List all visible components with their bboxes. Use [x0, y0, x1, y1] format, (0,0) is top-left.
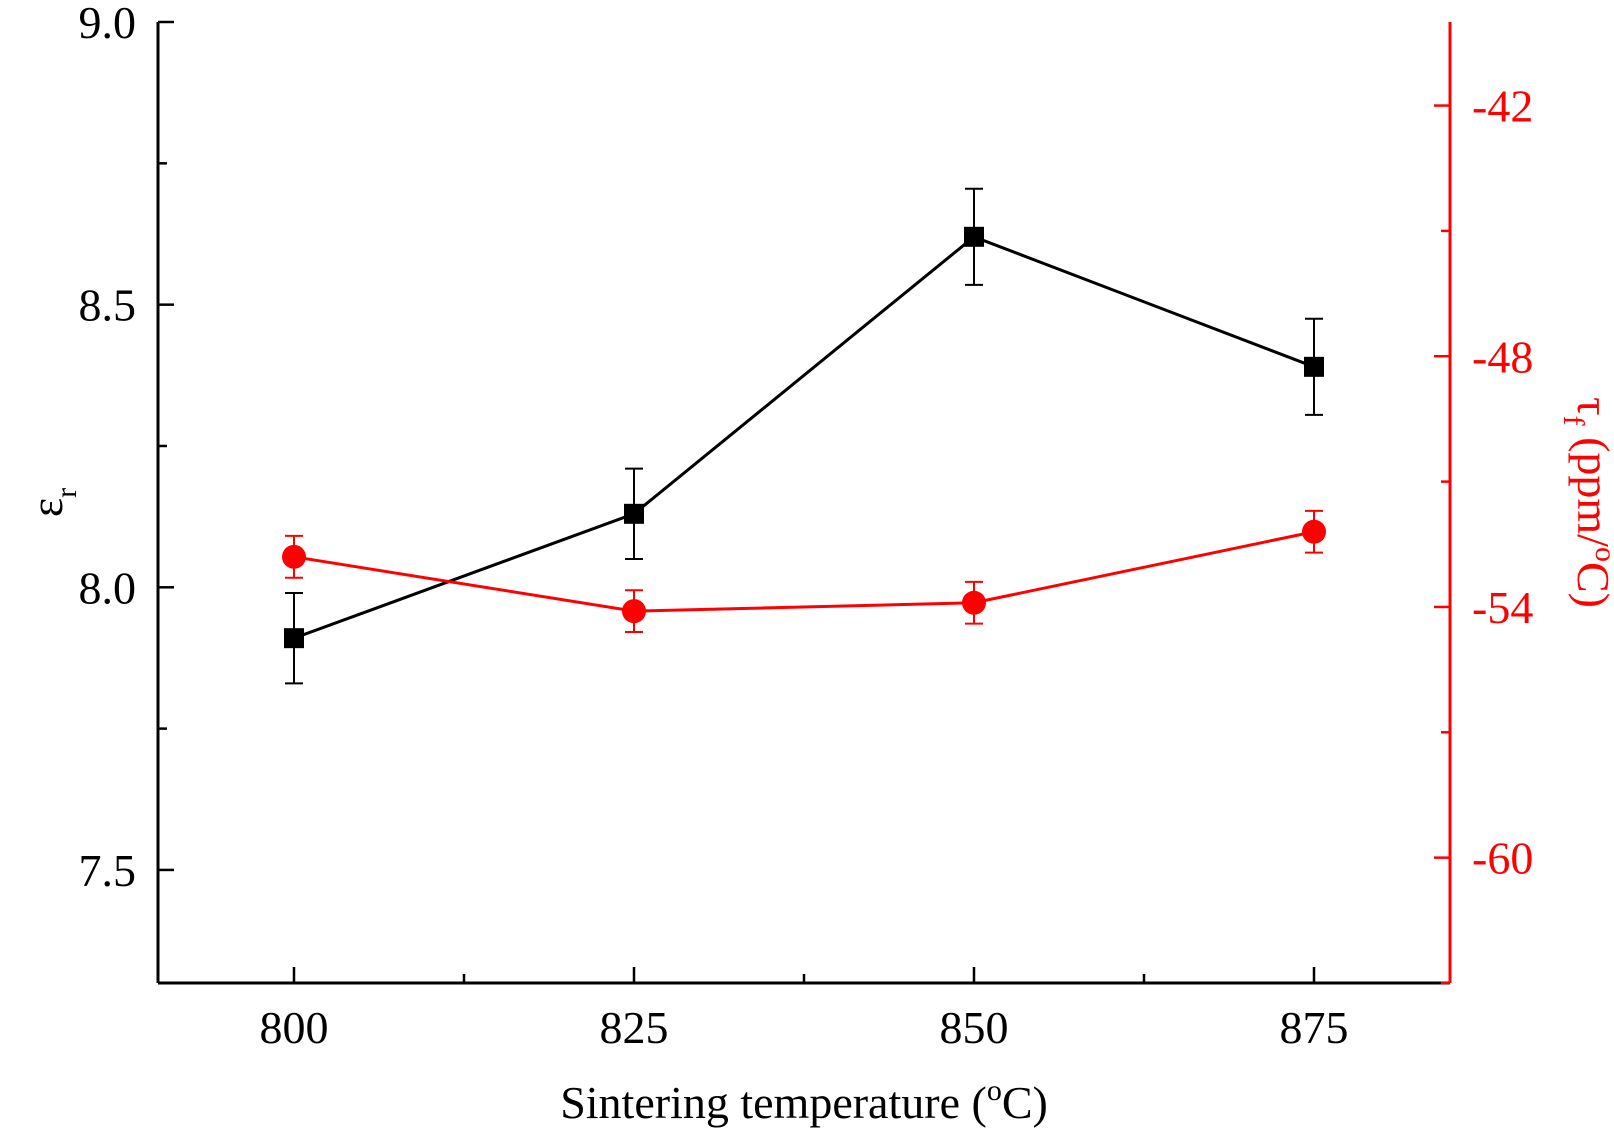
left-tick-label: 8.0	[79, 562, 137, 613]
series-line	[293, 530, 1315, 613]
right-axis-title-sup: o	[1589, 547, 1614, 562]
x-tick-label: 875	[1280, 1002, 1349, 1053]
data-point-square	[1304, 356, 1324, 377]
data-point-circle	[962, 590, 986, 615]
right-axis-title-rest: (ppm/	[1568, 426, 1614, 548]
right-tick-label: -42	[1472, 81, 1533, 132]
right-tick-label: -54	[1472, 582, 1533, 633]
svg-text:εr: εr	[21, 488, 83, 517]
left-axis-title: εr	[21, 488, 83, 517]
right-axis-title-tail: C)	[1568, 562, 1614, 608]
x-tick-label: 825	[600, 1002, 669, 1053]
right-axis-title: τf (ppm/oC)	[1557, 397, 1614, 608]
left-y-axis: 7.5 8.0 8.5 9.0	[79, 0, 174, 896]
x-axis: 800 825 850 875	[260, 967, 1349, 1053]
right-y-axis: -42 -48 -54 -60	[1434, 81, 1533, 985]
right-axis-title-symbol: τ	[1568, 397, 1614, 416]
series-2	[282, 509, 1326, 634]
left-tick-label: 9.0	[79, 0, 137, 48]
series-1	[284, 187, 1324, 685]
data-point-circle	[1302, 519, 1326, 544]
x-axis-title: Sintering temperature (oC)	[560, 1074, 1048, 1128]
svg-text:τf (ppm/oC): τf (ppm/oC)	[1557, 397, 1614, 608]
x-tick-label: 850	[940, 1002, 1009, 1053]
x-axis-title-main: Sintering temperature (	[560, 1077, 987, 1128]
data-point-circle	[622, 599, 646, 624]
x-axis-title-tail: C)	[1002, 1077, 1048, 1128]
left-axis-title-symbol: ε	[21, 498, 72, 517]
plot-frame	[156, 22, 1452, 985]
x-axis-title-sup: o	[987, 1074, 1002, 1107]
left-tick-label: 7.5	[79, 845, 137, 896]
data-point-square	[624, 503, 644, 524]
left-axis-title-sub: r	[50, 488, 83, 498]
data-point-square	[964, 226, 984, 247]
right-axis-title-sub: f	[1557, 416, 1590, 426]
right-tick-label: -48	[1472, 331, 1533, 382]
data-point-circle	[282, 544, 306, 569]
right-tick-label: -60	[1472, 833, 1533, 884]
x-tick-label: 800	[260, 1002, 329, 1053]
data-point-square	[284, 628, 304, 649]
left-tick-label: 8.5	[79, 280, 137, 331]
series-layer	[282, 187, 1326, 685]
series-line	[293, 235, 1315, 640]
